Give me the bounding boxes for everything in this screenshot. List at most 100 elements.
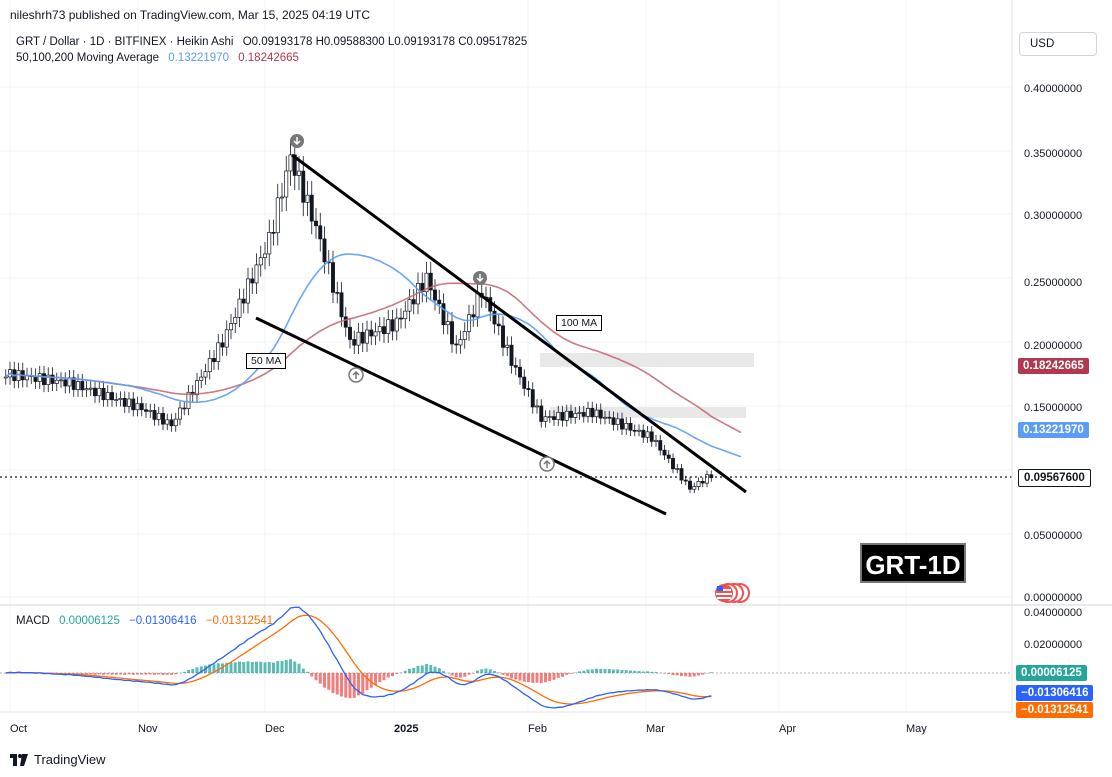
macd-bar	[671, 673, 675, 676]
candle	[88, 387, 93, 390]
candle	[97, 387, 102, 397]
macd-bar	[352, 673, 356, 698]
macd-bar	[480, 669, 484, 673]
macd-bar	[136, 673, 139, 675]
macd-bar	[131, 673, 135, 675]
macd-bar	[225, 662, 229, 673]
macd-bar	[306, 671, 309, 673]
arrow-down-icon	[290, 134, 304, 148]
candle	[505, 344, 510, 348]
macd-bar	[340, 673, 343, 697]
macd-bar	[548, 673, 552, 682]
macd-bar	[335, 673, 339, 695]
macd-bar	[488, 669, 492, 673]
macd-bar	[191, 668, 195, 673]
ma-50-badge: 0.13221970	[1018, 422, 1089, 438]
time-axis[interactable]: Oct Nov Dec 2025 Feb Mar Apr May	[10, 723, 927, 735]
candle	[543, 416, 548, 422]
candle	[331, 262, 335, 293]
symbol-legend[interactable]: GRT / Dollar · 1D · BITFINEX · Heikin As…	[16, 36, 527, 48]
candle	[615, 418, 620, 425]
candle	[297, 170, 301, 176]
candle	[322, 238, 327, 263]
macd-bar	[595, 668, 598, 673]
macd-legend[interactable]: MACD 0.00006125 −0.01306416 −0.01312541	[16, 615, 273, 627]
macd-tick: 0.04000000	[1024, 607, 1082, 619]
candle	[662, 449, 667, 456]
time-tick: Oct	[10, 723, 27, 735]
macd-bar	[4, 673, 8, 674]
macd-bar	[216, 663, 220, 673]
candle	[63, 379, 68, 387]
upper-trendline	[291, 153, 747, 494]
economic-events-icon[interactable]	[715, 583, 750, 603]
ma-legend[interactable]: 50,100,200 Moving Average 0.13221970 0.1…	[16, 52, 299, 64]
symbol-title[interactable]: GRT / Dollar · 1D · BITFINEX · Heikin As…	[16, 36, 234, 48]
macd-bar	[420, 665, 424, 673]
candle	[318, 225, 323, 240]
lower-trendline	[255, 316, 667, 516]
macd-bar	[80, 673, 84, 675]
macd-bar	[697, 673, 700, 676]
candle	[182, 407, 187, 410]
macd-bar	[416, 665, 420, 673]
macd-bar	[654, 672, 658, 673]
macd-bar	[348, 673, 352, 699]
candle	[46, 374, 51, 386]
candle	[80, 381, 85, 391]
tradingview-logo-icon	[10, 753, 28, 766]
macd-title: MACD	[16, 615, 50, 627]
macd-bar	[361, 673, 365, 694]
candle	[161, 412, 165, 425]
macd-bar	[391, 673, 394, 677]
resistance-zone-lower	[550, 407, 746, 418]
candle	[148, 409, 153, 412]
footer-brand: TradingView	[34, 752, 106, 767]
candle	[229, 323, 233, 331]
price-axis[interactable]: 0.40000000 0.35000000 0.30000000 0.25000…	[1024, 83, 1082, 651]
ma-50-tag: 50 MA	[246, 353, 287, 369]
candle	[178, 407, 182, 420]
candle	[42, 373, 46, 386]
price-tick: 0.35000000	[1024, 148, 1082, 160]
macd-bar	[624, 670, 628, 673]
candle	[301, 170, 306, 203]
macd-bar	[709, 672, 713, 673]
macd-bar	[446, 672, 450, 674]
candle	[263, 253, 267, 259]
macd-bar	[246, 661, 250, 673]
candle	[93, 387, 97, 397]
candle	[522, 376, 527, 389]
candle	[581, 412, 586, 417]
candle	[598, 409, 603, 419]
candle	[390, 319, 395, 332]
macd-bar	[633, 670, 637, 673]
macd-line-value: −0.01306416	[129, 615, 197, 627]
footer[interactable]: TradingView	[10, 752, 106, 767]
currency-button[interactable]: USD	[1019, 32, 1097, 56]
macd-bar	[518, 673, 522, 681]
macd-bar	[663, 673, 666, 674]
candle	[428, 272, 433, 291]
candle	[84, 388, 89, 391]
macd-bar	[144, 673, 148, 675]
candle	[501, 325, 505, 348]
price-tick: 0.20000000	[1024, 340, 1082, 352]
candle	[156, 412, 161, 420]
candle	[607, 416, 612, 419]
candle	[360, 331, 365, 344]
candle	[382, 326, 386, 334]
macd-bar	[603, 668, 607, 673]
candle	[590, 407, 595, 418]
macd-bar	[505, 673, 509, 677]
macd-bar	[314, 673, 318, 681]
macd-bar	[599, 668, 603, 673]
macd-line-badge: −0.01306416	[1016, 685, 1094, 701]
candle	[76, 381, 80, 390]
macd-bar	[493, 671, 496, 673]
candle	[131, 398, 136, 411]
candle	[365, 329, 369, 344]
candle	[611, 417, 616, 425]
candle	[624, 423, 629, 430]
